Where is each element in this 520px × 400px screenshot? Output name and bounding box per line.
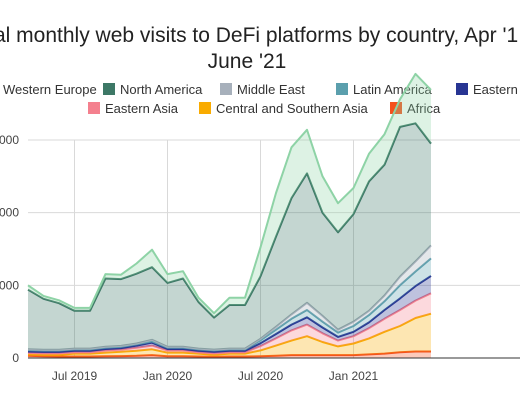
legend-item-north-america: North America [103,82,203,97]
series-line-middle-east [27,244,432,351]
x-tick-label: Jul 2020 [238,369,284,383]
y-tick-label: 000 [0,278,19,292]
legend-label: Africa [407,101,441,116]
grid [28,139,520,359]
series-line-africa [27,350,431,358]
series-line-eastern-asia [27,292,432,355]
y-tick-label: 000 [0,206,19,220]
chart-title: al monthly web visits to DeFi platforms … [0,24,518,73]
legend-label: Eastern Asia [105,101,179,116]
y-tick-label: 0 [12,351,19,365]
plot-areas [27,72,432,358]
x-tick-label: Jan 2021 [329,369,379,383]
legend-swatch [220,83,232,95]
legend-item-middle-east: Middle East [220,82,305,97]
area-eastern-asia [28,293,431,355]
legend: Western Europe North America Middle East La… [3,82,520,116]
title-line-1: al monthly web visits to DeFi platforms … [0,24,518,47]
legend-swatch [199,102,211,114]
series-line-north-america [27,122,432,319]
legend-swatch [88,102,100,114]
x-tick-label: Jan 2020 [143,369,193,383]
legend-label: Latin America [353,82,433,97]
area-eastern-europe [28,275,431,354]
legend-item-latin-america: Latin America [336,82,433,97]
legend-label: North America [120,82,203,97]
series-line-western-europe [27,72,432,315]
legend-swatch [456,83,468,95]
series-line-central-and-southern-asia [27,312,432,356]
legend-item-eastern-asia: Eastern Asia [88,101,179,116]
legend-label: Western Europe [3,82,97,97]
area-latin-america [28,258,431,352]
legend-item-eastern-europe: Eastern Europe [456,82,520,97]
legend-label: Eastern Europe [473,82,520,97]
legend-item-western-europe: Western Europe [3,82,97,97]
legend-swatch [103,83,115,95]
legend-label: Central and Southern Asia [216,101,369,116]
legend-label: Middle East [237,82,305,97]
area-central-and-southern-asia [28,313,431,357]
y-tick-label: 000 [0,133,19,147]
area-middle-east [28,245,431,351]
area-north-america [28,123,431,350]
series-line-eastern-europe [27,275,432,353]
x-tick-label: Jul 2019 [52,369,98,383]
legend-swatch [336,83,348,95]
legend-item-central-and-southern-asia: Central and Southern Asia [199,101,369,116]
title-line-2: June '21 [208,50,287,73]
area-western-europe [28,73,431,318]
